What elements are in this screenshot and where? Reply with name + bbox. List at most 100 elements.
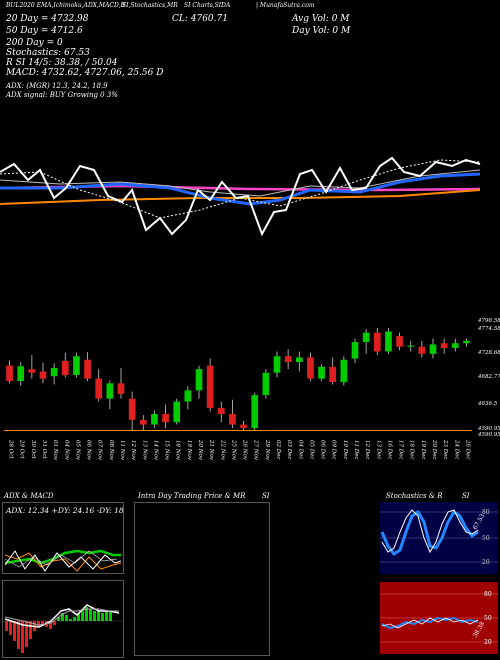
date-label: 05 Nov <box>74 440 80 461</box>
candle-body <box>295 357 303 363</box>
candle-body <box>329 366 337 383</box>
candle-body <box>240 424 247 429</box>
candle-body <box>429 344 437 354</box>
date-label: 25 Nov <box>230 439 236 461</box>
date-label: 11 Dec <box>353 440 359 460</box>
header-title-mid2: SI Charts,SIDA <box>184 2 231 9</box>
date-label: 18 Nov <box>175 440 181 461</box>
stoch-level-20: 20 <box>482 559 490 566</box>
date-label: 28 Oct <box>8 439 14 459</box>
price-axis-label: 4636.5 <box>477 401 498 407</box>
macd-readout: MACD: 4732.62, 4727.06, 25.56 D <box>6 68 164 78</box>
candle-body <box>251 395 259 429</box>
adx-signal-readout: ADX signal: BUY Growing 0 3% <box>6 91 118 99</box>
date-label: 13 Nov <box>141 440 147 461</box>
ema200-readout: 200 Day = 0 <box>6 38 63 48</box>
candle-body <box>128 398 136 420</box>
header-title-left: BUL2020 EMA,Ichimoku,ADX,MACD,B <box>6 2 125 9</box>
candle-body <box>162 413 169 423</box>
price-axis: 4798.58 4774.58 4728.68 4682.77 4636.5 4590.9… <box>477 318 500 436</box>
avg-vol-readout: Avg Vol: 0 M <box>292 14 350 24</box>
intraday-title: Intra Day Trading Price & MR <box>138 492 246 500</box>
candle-body <box>151 413 158 425</box>
rsi-level-20: 20 <box>484 639 492 646</box>
rsi-panel: 80 50 20 38.38 <box>380 582 498 654</box>
date-label: 12 Dec <box>364 440 370 460</box>
date-label: 21 Nov <box>208 439 214 461</box>
candle-body <box>17 366 25 381</box>
date-label: 01 Nov <box>52 440 58 461</box>
ema50-line <box>0 189 481 205</box>
candle-body <box>139 419 147 425</box>
ema20-readout: 20 Day = 4732.98 <box>6 14 89 24</box>
stoch-level-80: 80 <box>482 509 490 516</box>
date-label: 23 Dec <box>442 439 448 460</box>
price-line <box>0 156 481 237</box>
candle-body <box>184 390 192 402</box>
date-label: 09 Dec <box>331 440 337 460</box>
header-title-mid: SI,Stochastics,MR <box>122 2 178 9</box>
candle-body <box>407 345 415 347</box>
candle-body <box>106 383 114 399</box>
ma-chart <box>0 156 481 237</box>
candle-body <box>385 331 392 352</box>
date-label: 16 Dec <box>386 440 392 460</box>
candle-body <box>73 356 80 376</box>
date-label: 04 Nov <box>63 440 69 461</box>
header-title-right: | MunafaSutra.com <box>256 2 315 9</box>
date-label: 15 Nov <box>164 440 170 461</box>
price-axis-label: 4774.58 <box>477 326 500 332</box>
candle-body <box>39 371 47 379</box>
date-label: 04 Dec <box>297 440 303 460</box>
candle-body <box>61 360 69 376</box>
intraday-title-suffix: SI <box>262 492 270 500</box>
date-label: 02 Dec <box>275 440 281 460</box>
candles-group <box>4 327 472 431</box>
date-label: 29 Oct <box>19 439 25 459</box>
candle-body <box>396 336 403 347</box>
adx-readout: ADX: (MGR) 12.3, 24.2, 18.9 <box>6 82 108 90</box>
rsi-readout: R SI 14/5: 38.38, / 50.04 <box>6 58 118 68</box>
candle-body <box>440 343 448 348</box>
candle-body <box>362 332 370 343</box>
date-label: 20 Dec <box>431 439 437 460</box>
macd-histogram <box>5 607 112 653</box>
adx-macd-title: ADX & MACD <box>4 492 54 500</box>
date-label: 17 Dec <box>398 440 404 460</box>
price-axis-label: 4590.95 <box>477 432 500 436</box>
date-label: 20 Nov <box>197 439 203 461</box>
stoch-level-50: 50 <box>482 535 490 542</box>
stochastics-rsi-title-suffix: SI <box>462 492 470 500</box>
date-label: 13 Dec <box>375 440 381 460</box>
rsi-level-50: 50 <box>484 615 492 622</box>
ema20-line <box>0 172 481 206</box>
date-label: 10 Dec <box>342 440 348 460</box>
adx-panel-readout: ADX: 12.34 +DY: 24.16 -DY: 18.85 <box>5 506 124 515</box>
adx-panel: ADX: 12.34 +DY: 24.16 -DY: 18.85 <box>2 502 124 574</box>
candle-body <box>318 366 325 379</box>
candle-body <box>262 372 270 396</box>
price-axis-label: 4682.77 <box>477 374 500 380</box>
stochastics-rsi-title: Stochastics & R <box>386 492 443 500</box>
candle-body <box>229 413 236 425</box>
date-label: 06 Nov <box>86 440 92 461</box>
candle-body <box>84 359 91 379</box>
stochastics-panel: 80 50 20 67.53 <box>380 502 498 574</box>
date-label: 12 Nov <box>130 440 136 461</box>
candle-body <box>173 401 181 423</box>
candle-body <box>351 342 359 359</box>
date-label: 08 Nov <box>108 440 114 461</box>
candle-body <box>284 356 292 363</box>
date-label: 31 Oct <box>41 440 47 459</box>
date-label: 03 Dec <box>286 440 292 460</box>
date-label: 26 Dec <box>464 439 470 460</box>
date-label: 19 Nov <box>186 440 192 461</box>
date-label: 26 Nov <box>242 439 248 461</box>
macd-panel <box>2 580 124 658</box>
date-label: 18 Dec <box>409 440 415 460</box>
date-label: 05 Dec <box>308 440 314 460</box>
ema50-readout: 50 Day = 4712.6 <box>6 26 83 36</box>
candle-body <box>6 365 13 381</box>
stochastics-readout: Stochastics: 67.53 <box>6 48 90 58</box>
ichimoku-line <box>0 169 481 197</box>
